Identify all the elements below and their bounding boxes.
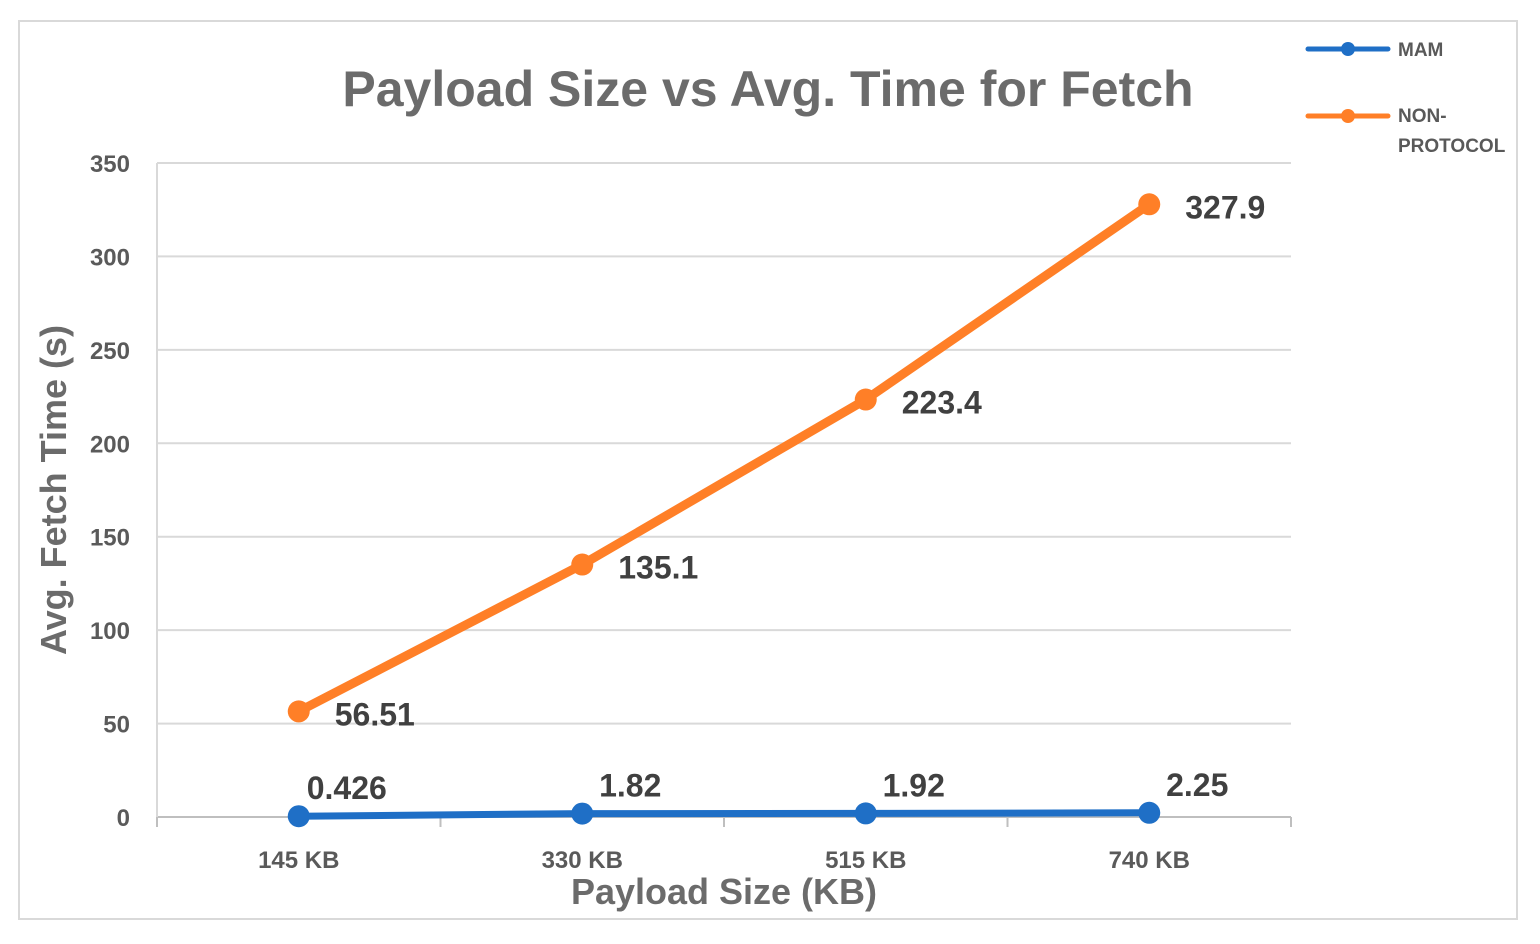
y-tick-label: 250 [90, 338, 130, 365]
y-tick-label: 300 [90, 244, 130, 271]
data-point [1138, 193, 1161, 216]
axes [156, 163, 1292, 827]
data-label: 135.1 [618, 550, 698, 586]
y-tick-label: 0 [117, 805, 130, 832]
data-point [287, 700, 310, 723]
x-tick-label: 145 KB [258, 847, 339, 874]
series-layer [287, 193, 1161, 828]
series-non-protocol [287, 193, 1161, 723]
y-tick-label: 50 [103, 712, 130, 739]
data-label: 2.25 [1166, 767, 1228, 803]
data-label: 1.92 [883, 767, 945, 803]
data-label: 1.82 [599, 768, 661, 804]
series-line [294, 199, 1154, 716]
x-tick-label: 740 KB [1109, 847, 1190, 874]
data-label: 0.426 [307, 770, 387, 806]
data-point [287, 805, 310, 828]
data-labels: 56.51 135.1 223.4 327.9 0.426 1.82 1.92 2.25 [307, 189, 1266, 806]
series-line [295, 809, 1153, 820]
chart-title: Payload Size vs Avg. Time for Fetch [342, 61, 1193, 117]
data-label: 223.4 [902, 385, 982, 421]
data-label: 327.9 [1185, 189, 1265, 225]
series-mam [287, 801, 1161, 828]
legend-label: NON- [1398, 106, 1447, 127]
legend: MAM NON- PROTOCOL [1305, 40, 1506, 157]
y-axis-ticks: 0 50 100 150 200 250 300 350 [90, 151, 130, 832]
data-point [571, 553, 594, 576]
data-point [854, 802, 877, 825]
data-label: 56.51 [335, 696, 415, 732]
legend-label: MAM [1398, 40, 1443, 61]
y-tick-label: 100 [90, 618, 130, 645]
x-tick-label: 330 KB [542, 847, 623, 874]
data-point [854, 388, 877, 411]
legend-label: PROTOCOL [1398, 136, 1506, 157]
x-axis-title: Payload Size (KB) [571, 871, 877, 912]
chart-frame [18, 20, 1518, 920]
y-tick-label: 350 [90, 151, 130, 178]
y-tick-label: 150 [90, 525, 130, 552]
legend-item-mam: MAM [1305, 40, 1443, 61]
data-point [1138, 801, 1161, 824]
legend-marker [1341, 109, 1355, 123]
legend-marker [1341, 42, 1355, 56]
legend-item-non-protocol: NON- PROTOCOL [1305, 106, 1506, 157]
y-axis-title: Avg. Fetch Time (s) [33, 325, 74, 655]
y-tick-label: 200 [90, 431, 130, 458]
gridlines [157, 162, 1291, 725]
x-tick-label: 515 KB [825, 847, 906, 874]
data-point [571, 802, 594, 825]
x-axis-ticks: 145 KB 330 KB 515 KB 740 KB [258, 847, 1190, 874]
